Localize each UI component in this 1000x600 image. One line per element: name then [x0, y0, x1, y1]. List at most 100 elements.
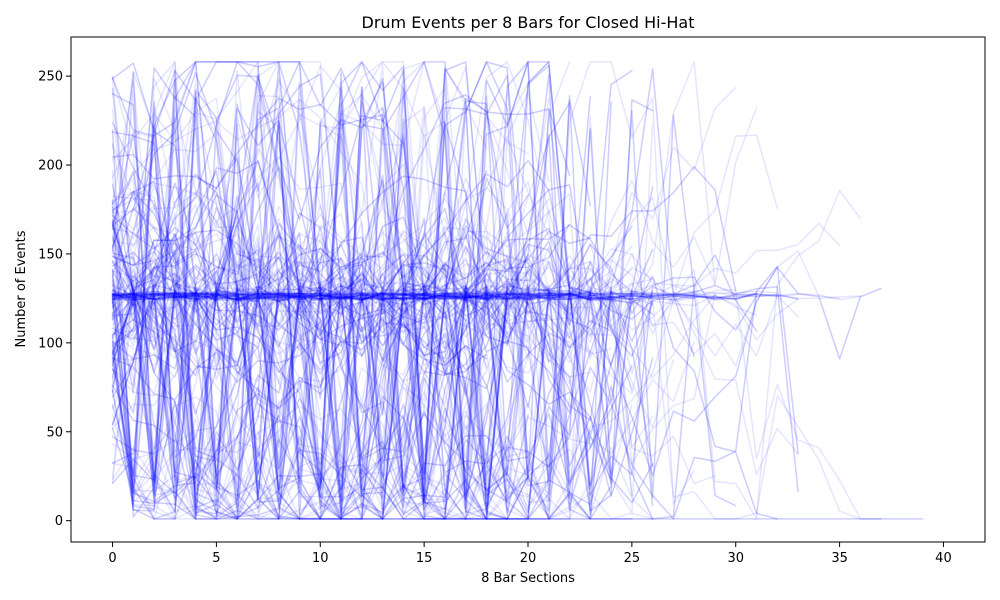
series-line — [111, 245, 508, 514]
series-line — [111, 252, 882, 520]
series-line — [111, 190, 592, 517]
series-line — [111, 121, 654, 491]
series-line — [111, 207, 592, 455]
series-line — [111, 231, 592, 349]
series-line — [111, 76, 592, 452]
series-line — [111, 195, 488, 494]
series-line — [111, 74, 612, 520]
series-line — [111, 61, 529, 516]
series-line — [111, 180, 654, 520]
series-line — [111, 203, 654, 520]
series-line — [111, 68, 633, 520]
series-line — [111, 107, 571, 519]
series-line — [111, 61, 508, 520]
series-line — [111, 223, 508, 520]
series-line — [111, 74, 654, 515]
series-line — [111, 292, 612, 301]
series-line — [111, 225, 695, 520]
series-line — [111, 156, 633, 302]
series-line — [111, 292, 592, 301]
series-line — [111, 121, 654, 491]
series-line — [111, 61, 654, 520]
x-tick-label: 30 — [727, 551, 744, 566]
series-line — [111, 292, 592, 301]
series-line — [111, 292, 799, 301]
series-line — [111, 64, 633, 520]
series-line — [111, 227, 695, 520]
series-lines — [111, 61, 924, 520]
series-line — [111, 292, 529, 301]
series-line — [111, 292, 633, 301]
series-line — [111, 292, 592, 301]
series-line — [111, 252, 529, 520]
series-line — [111, 290, 612, 296]
series-line — [111, 231, 571, 316]
series-line — [111, 292, 799, 301]
y-tick-label: 150 — [38, 247, 63, 262]
series-line — [111, 160, 612, 520]
series-line — [111, 120, 508, 520]
series-line — [111, 292, 695, 301]
series-line — [111, 292, 612, 301]
series-line — [111, 73, 612, 520]
series-line — [111, 207, 592, 455]
series-line — [111, 212, 654, 498]
series-line — [111, 72, 488, 503]
series-line — [111, 98, 758, 379]
series-line — [111, 292, 633, 301]
series-line — [111, 292, 508, 301]
series-line — [111, 216, 633, 344]
series-line — [111, 95, 612, 520]
y-axis-ticks: 0 50 100 150 200 250 — [38, 70, 71, 529]
series-line — [111, 86, 654, 520]
series-line — [111, 186, 799, 520]
series-line — [111, 100, 508, 520]
series-line — [111, 197, 550, 371]
series-line — [111, 69, 550, 520]
series-line — [111, 268, 612, 520]
series-line — [111, 159, 612, 348]
series-line — [111, 61, 654, 504]
series-line — [111, 61, 571, 520]
series-line — [111, 292, 508, 300]
series-line — [111, 159, 633, 520]
series-line — [111, 159, 633, 520]
series-line — [111, 244, 529, 341]
series-line — [111, 61, 550, 520]
series-line — [111, 160, 612, 520]
series-line — [111, 170, 612, 520]
series-line — [111, 224, 612, 353]
series-line — [111, 262, 529, 370]
series-line — [111, 292, 633, 301]
series-line — [111, 203, 508, 520]
series-line — [111, 107, 571, 519]
series-line — [111, 61, 654, 512]
series-line — [111, 87, 529, 507]
series-line — [111, 139, 550, 520]
series-line — [111, 207, 633, 520]
series-line — [111, 182, 550, 320]
series-line — [111, 247, 654, 371]
y-tick-label: 0 — [55, 514, 63, 529]
series-line — [111, 207, 633, 520]
series-line — [111, 233, 799, 509]
series-line — [111, 61, 571, 506]
series-line — [111, 61, 612, 484]
series-line — [111, 292, 862, 301]
series-line — [111, 292, 592, 301]
series-line — [111, 250, 841, 442]
series-line — [111, 225, 592, 310]
series-line — [111, 181, 716, 517]
y-tick-label: 200 — [38, 159, 63, 174]
series-line — [111, 120, 508, 520]
series-line — [111, 214, 488, 375]
series-line — [111, 173, 779, 520]
series-line — [111, 62, 882, 519]
series-line — [111, 165, 737, 398]
series-line — [111, 225, 633, 374]
series-line — [111, 256, 654, 335]
series-line — [111, 61, 571, 520]
series-line — [111, 213, 508, 520]
series-line — [111, 184, 758, 356]
series-line — [111, 131, 779, 520]
